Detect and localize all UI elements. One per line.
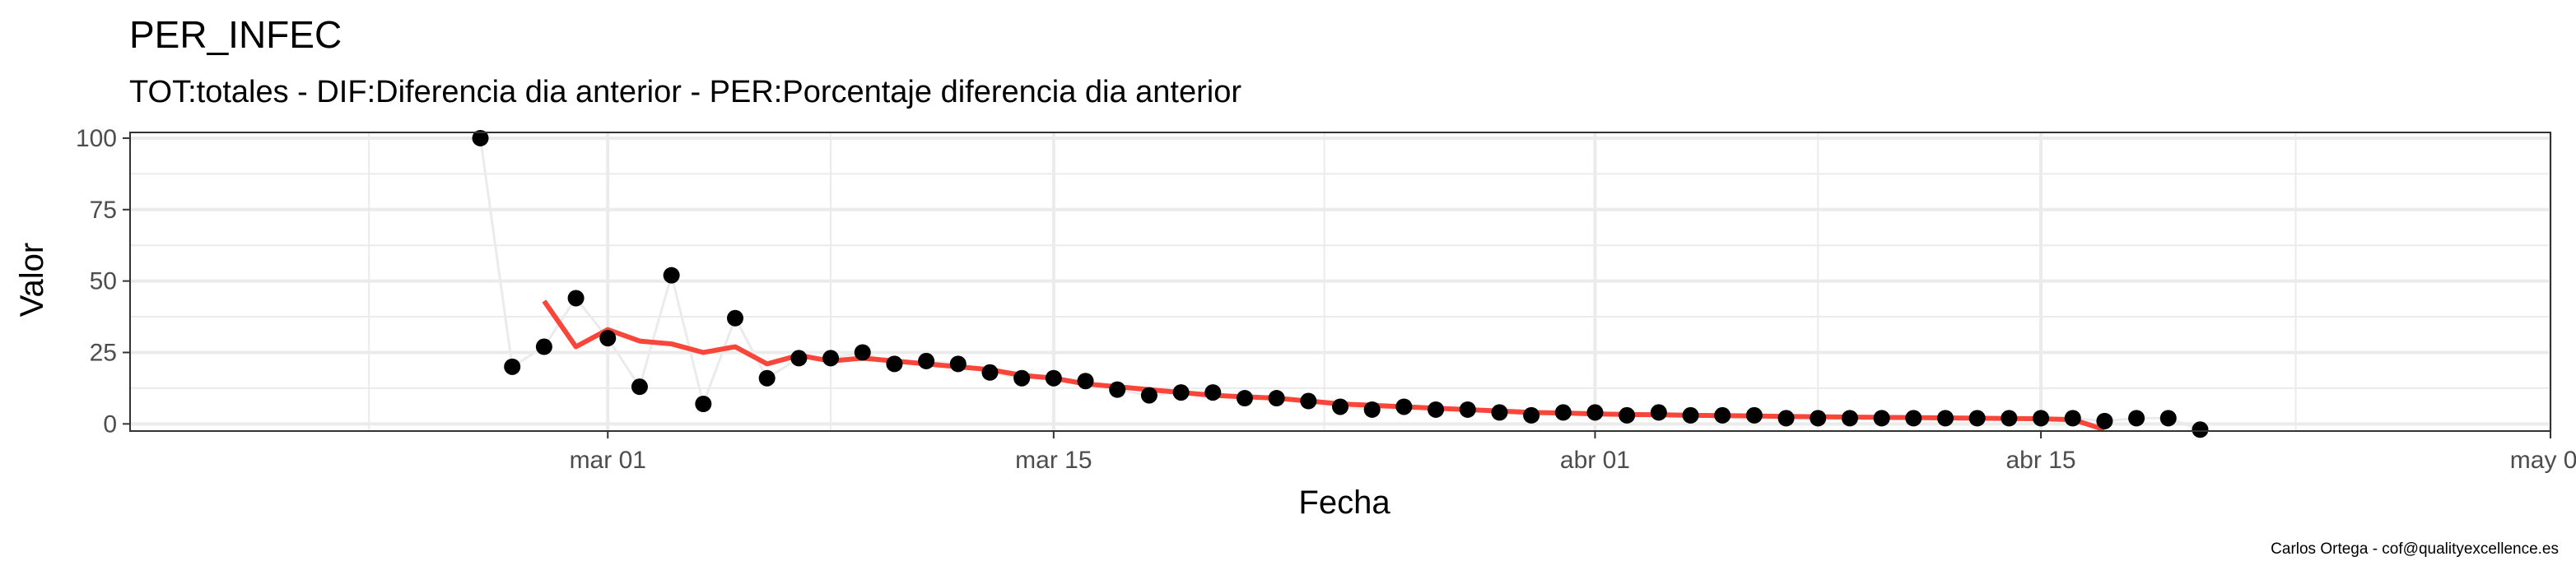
data-point bbox=[949, 355, 967, 373]
data-point bbox=[1395, 398, 1413, 415]
data-point bbox=[1873, 410, 1890, 427]
y-tick-label: 50 bbox=[90, 268, 117, 295]
x-tick-label: abr 01 bbox=[1560, 447, 1630, 474]
data-point bbox=[1172, 384, 1190, 401]
data-point bbox=[1077, 373, 1094, 390]
data-point bbox=[472, 129, 489, 146]
data-point bbox=[758, 369, 776, 387]
data-point bbox=[2192, 421, 2209, 438]
data-point bbox=[1714, 406, 1731, 424]
data-point bbox=[790, 350, 808, 367]
data-point bbox=[2033, 410, 2050, 427]
x-tick-label: mar 01 bbox=[570, 447, 646, 474]
y-tick-label: 0 bbox=[103, 410, 117, 438]
data-point bbox=[504, 358, 521, 375]
chart-title: PER_INFEC bbox=[129, 13, 342, 56]
data-point bbox=[1300, 392, 1317, 410]
data-point bbox=[1841, 410, 1858, 427]
data-point bbox=[1236, 390, 1253, 407]
data-point bbox=[631, 378, 648, 396]
data-point bbox=[1268, 390, 1285, 407]
panel-border bbox=[129, 132, 2551, 432]
data-point bbox=[695, 396, 712, 412]
data-point bbox=[1428, 401, 1445, 418]
data-point bbox=[1491, 404, 1508, 421]
data-point bbox=[1650, 404, 1667, 421]
data-point bbox=[663, 267, 680, 284]
data-point bbox=[918, 352, 935, 369]
data-point bbox=[1619, 406, 1636, 424]
y-tick-label: 25 bbox=[90, 339, 117, 366]
data-point bbox=[1109, 381, 1126, 398]
data-point bbox=[727, 309, 743, 327]
data-point bbox=[599, 330, 617, 347]
x-tick-label: may 01 bbox=[2510, 447, 2576, 474]
data-point bbox=[1204, 384, 1222, 401]
data-point bbox=[2001, 410, 2018, 427]
data-point bbox=[535, 338, 552, 355]
data-point bbox=[1554, 404, 1572, 421]
data-point bbox=[2096, 412, 2113, 429]
data-point bbox=[1777, 410, 1795, 427]
data-point bbox=[2159, 410, 2177, 427]
data-point bbox=[1332, 398, 1349, 415]
y-axis-label: Valor bbox=[14, 243, 50, 317]
data-point bbox=[1045, 369, 1062, 387]
data-point bbox=[1140, 387, 1158, 404]
x-tick-label: mar 15 bbox=[1015, 447, 1092, 474]
y-tick-label: 100 bbox=[76, 125, 117, 152]
data-point bbox=[854, 344, 871, 361]
data-point bbox=[1810, 410, 1827, 427]
x-axis-label: Fecha bbox=[1298, 485, 1390, 521]
data-point bbox=[981, 364, 999, 381]
data-point bbox=[886, 355, 903, 373]
plot-area: mar 01 mar 15 abr 01 abr 15 may 01 0 25 50 75 100 bbox=[76, 125, 2576, 474]
data-point bbox=[1586, 404, 1604, 421]
data-point bbox=[1013, 369, 1031, 387]
data-point bbox=[567, 290, 585, 307]
data-point bbox=[1523, 406, 1540, 424]
data-point bbox=[1937, 410, 1954, 427]
data-point bbox=[2064, 410, 2081, 427]
data-point bbox=[1745, 406, 1763, 424]
data-point bbox=[822, 350, 840, 367]
chart-caption: Carlos Ortega - cof@qualityexcellence.es bbox=[2271, 540, 2559, 558]
data-point bbox=[1363, 401, 1381, 418]
y-tick-label: 75 bbox=[90, 197, 117, 224]
data-point bbox=[1459, 401, 1476, 418]
chart-subtitle: TOT:totales - DIF:Diferencia dia anterio… bbox=[129, 75, 1241, 109]
data-point bbox=[1968, 410, 1986, 427]
data-point bbox=[2128, 410, 2145, 427]
data-point bbox=[1905, 410, 1922, 427]
data-point bbox=[1682, 406, 1699, 424]
x-tick-label: abr 15 bbox=[2006, 447, 2076, 474]
